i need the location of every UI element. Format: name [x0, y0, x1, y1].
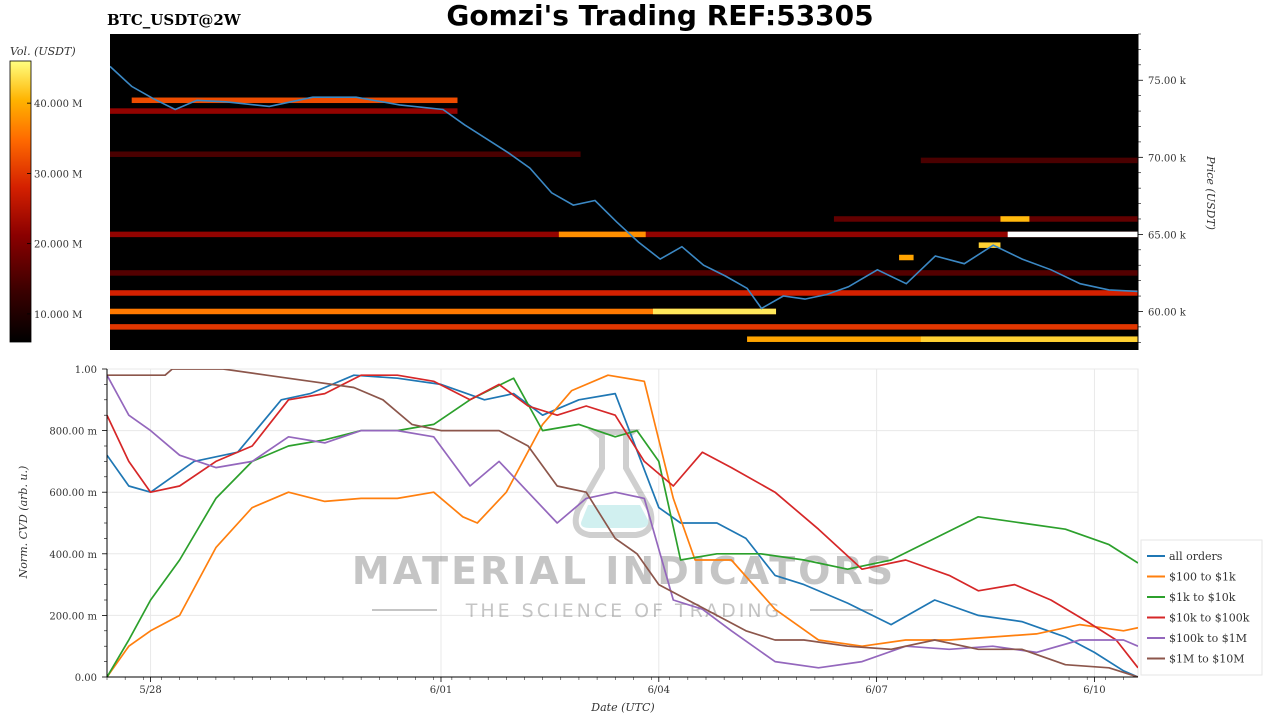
date-axis-label: Date (UTC) — [590, 701, 654, 714]
colorbar-gradient — [9, 60, 32, 343]
colorbar-tick-label: 20.000 M — [34, 240, 82, 251]
legend: all orders $100 to $1k $1k to $10k $10k to … — [1140, 539, 1263, 676]
series-line-4 — [107, 374, 1138, 669]
watermark: MATERIAL INDICATORS THE SCIENCE OF TRADI… — [352, 429, 896, 622]
colorbar-tick-label: 10.000 M — [34, 310, 82, 321]
legend-label: all orders — [1169, 550, 1223, 563]
heat-band — [110, 108, 458, 114]
x-tick-label: 6/04 — [648, 685, 670, 696]
heat-band — [110, 308, 777, 315]
legend-label: $100k to $1M — [1169, 632, 1247, 645]
symbol-label: BTC_USDT@2W — [107, 11, 242, 29]
price-tick-label: 65.00 k — [1148, 230, 1187, 241]
heat-band — [110, 270, 1138, 276]
series-line-1 — [107, 374, 1138, 677]
flask-liquid-icon — [581, 505, 649, 528]
y-tick-label: 1.00 — [75, 365, 97, 376]
heat-band — [652, 308, 777, 315]
heat-band — [1000, 216, 1030, 222]
y-tick-label: 200.00 m — [49, 611, 97, 622]
heat-band — [833, 216, 1138, 222]
series-line-5 — [107, 369, 1138, 677]
heat-band — [920, 336, 1138, 342]
chart-title: Gomzi's Trading REF:53305 — [446, 0, 873, 32]
heat-band — [978, 242, 1001, 248]
legend-label: $100 to $1k — [1169, 571, 1236, 584]
legend-label: $1M to $10M — [1169, 653, 1245, 666]
price-tick-label: 70.00 k — [1148, 153, 1187, 164]
watermark-tagline: THE SCIENCE OF TRADING — [465, 600, 783, 622]
legend-label: $1k to $10k — [1169, 591, 1236, 604]
price-tick-label: 60.00 k — [1148, 307, 1187, 318]
heatmap-panel: 60.00 k 65.00 k 70.00 k 75.00 k Price (USDT… — [110, 33, 1217, 350]
legend-box — [1140, 539, 1263, 676]
x-tick-label: 6/01 — [430, 685, 452, 696]
watermark-brand: MATERIAL INDICATORS — [352, 549, 896, 593]
heat-band — [920, 157, 1138, 164]
legend-label: $10k to $100k — [1169, 612, 1250, 625]
price-line — [110, 65, 1138, 310]
x-tick-label: 5/28 — [139, 685, 161, 696]
price-tick-label: 75.00 k — [1148, 76, 1187, 87]
heat-band — [1007, 231, 1138, 238]
cvd-panel: MATERIAL INDICATORS THE SCIENCE OF TRADI… — [17, 365, 1139, 714]
colorbar-tick-label: 40.000 M — [34, 99, 82, 110]
series-line-3 — [107, 374, 1138, 669]
heat-band — [110, 290, 1138, 296]
colorbar-label: Vol. (USDT) — [10, 45, 76, 58]
heat-band — [899, 254, 914, 261]
y-tick-label: 0.00 — [75, 673, 97, 684]
heat-band — [110, 151, 581, 157]
x-tick-label: 6/10 — [1083, 685, 1105, 696]
flask-icon — [572, 429, 655, 538]
x-tick-label: 6/07 — [865, 685, 887, 696]
colorbar-tick-label: 30.000 M — [34, 169, 82, 180]
y-tick-label: 800.00 m — [49, 427, 97, 438]
series-line-2 — [107, 377, 1138, 677]
heat-band — [110, 324, 1138, 330]
heatmap-background — [110, 34, 1138, 350]
cvd-axis-label: Norm. CVD (arb. u.) — [17, 466, 30, 580]
y-tick-label: 600.00 m — [49, 488, 97, 499]
heat-band — [558, 231, 646, 238]
price-axis-label: Price (USDT) — [1204, 155, 1217, 230]
colorbar: Vol. (USDT) 10.000 M 20.000 M 30.000 M 40.0… — [9, 45, 82, 343]
y-tick-label: 400.00 m — [49, 550, 97, 561]
